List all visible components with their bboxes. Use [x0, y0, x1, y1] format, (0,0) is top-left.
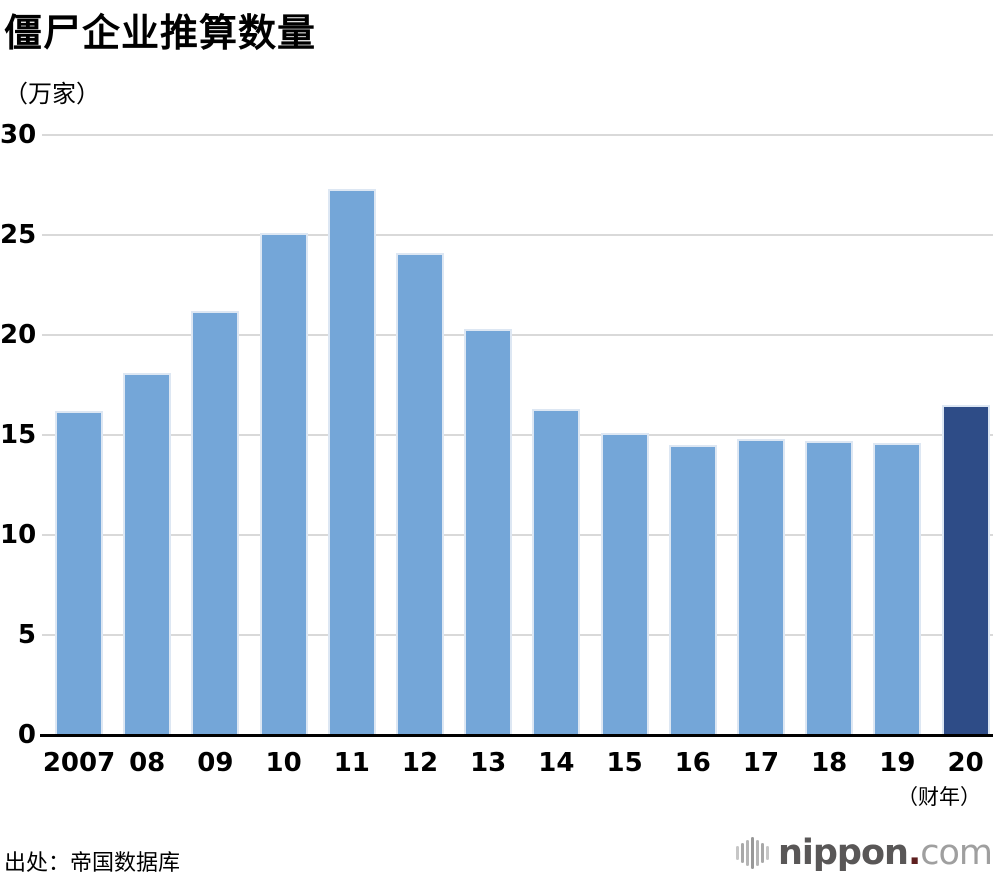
x-tick-label: 14 [538, 748, 575, 778]
bar [191, 311, 240, 735]
bar [464, 329, 513, 735]
x-tick-label: 2007 [42, 748, 116, 778]
x-tick-label: 10 [265, 748, 302, 778]
gridline [42, 534, 993, 536]
x-tick-label: 20 [947, 748, 984, 778]
x-tick-label: 12 [401, 748, 439, 778]
bar [327, 189, 376, 735]
bar [600, 433, 649, 735]
x-tick-label: 11 [333, 748, 370, 778]
bar [55, 411, 103, 735]
x-tick-label: 18 [811, 748, 848, 778]
bar-highlighted [941, 405, 990, 735]
x-tick-label: 16 [674, 748, 711, 778]
y-tick-label: 0 [17, 720, 36, 750]
x-tick-label: 19 [879, 748, 916, 778]
bar [396, 253, 444, 735]
x-tick-label: 08 [129, 748, 166, 778]
nippon-com-logo: nippon.com [735, 833, 993, 873]
x-axis-unit-label: （财年） [897, 785, 981, 809]
bar [873, 443, 922, 735]
bar [668, 445, 717, 735]
x-tick-label: 15 [606, 748, 643, 778]
y-tick-label: 5 [17, 620, 36, 650]
bar [123, 373, 172, 735]
y-tick-label: 10 [0, 520, 37, 550]
source-label: 出处：帝国数据库 [4, 851, 181, 876]
bar [737, 439, 785, 735]
gridline [42, 634, 993, 636]
y-axis-unit-label: （万家） [4, 80, 100, 108]
logo-text: nippon.com [777, 833, 993, 873]
bar [259, 233, 308, 735]
logo-text-light: com [920, 833, 993, 873]
waveform-icon [735, 833, 769, 873]
x-axis-line [40, 733, 993, 737]
x-tick-label: 17 [742, 748, 780, 778]
bar [532, 409, 581, 735]
x-tick-label: 09 [197, 748, 234, 778]
gridline [42, 434, 993, 436]
y-tick-label: 20 [0, 320, 37, 350]
gridline [42, 134, 993, 136]
gridline [42, 234, 993, 236]
gridline [42, 334, 993, 336]
bar [805, 441, 854, 735]
x-tick-label: 13 [470, 748, 507, 778]
logo-text-dot: . [907, 833, 921, 873]
y-tick-label: 15 [0, 420, 37, 450]
logo-text-bold: nippon [777, 833, 909, 873]
y-tick-label: 25 [0, 220, 37, 250]
y-tick-label: 30 [0, 120, 37, 150]
chart-title: 僵尸企业推算数量 [4, 11, 317, 55]
